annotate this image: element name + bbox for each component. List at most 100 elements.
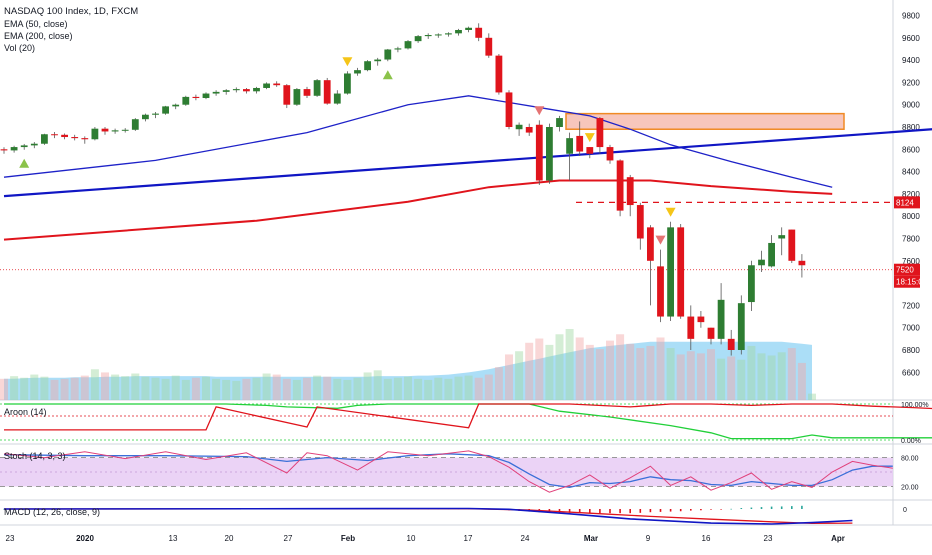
time-tick-label: 16 <box>702 534 711 543</box>
volume-bar <box>222 379 231 400</box>
volume-bar <box>40 376 49 400</box>
candle-body <box>172 104 180 107</box>
aroon-tick-label: 100.00% <box>901 402 929 409</box>
candle-body <box>798 260 806 266</box>
volume-bar <box>191 377 200 400</box>
volume-bar <box>343 379 352 400</box>
candle-body <box>364 61 371 71</box>
price-tick-label: 8000 <box>902 212 920 221</box>
time-tick-label: 23 <box>6 534 15 543</box>
candle-body <box>445 33 452 35</box>
countdown-tag: 18:15:06 <box>896 278 928 287</box>
price-tick-label: 7600 <box>902 257 920 266</box>
volume-bar <box>545 344 554 400</box>
candle-body <box>10 147 18 151</box>
candle-body <box>404 41 412 49</box>
volume-bar <box>797 362 806 400</box>
candle-body <box>131 119 139 130</box>
ema200-legend[interactable]: EMA (200, close) <box>4 31 73 41</box>
candle-body <box>192 96 200 99</box>
volume-bar <box>232 380 241 400</box>
candle-body <box>647 227 654 261</box>
macd-histogram-bar <box>558 509 561 513</box>
signal-triangle-down <box>655 235 666 245</box>
candle-body <box>657 266 664 317</box>
volume-bar <box>30 374 39 400</box>
candle-body <box>293 89 301 105</box>
stoch-label[interactable]: Stoch (14, 3, 3) <box>4 451 66 461</box>
volume-bar <box>50 379 59 400</box>
macd-histogram-bar <box>639 509 642 513</box>
candle-body <box>30 143 38 146</box>
price-tick-label: 9800 <box>902 12 920 21</box>
volume-bar <box>505 354 513 400</box>
macd-histogram-bar <box>720 509 722 510</box>
volume-bar <box>383 378 392 400</box>
volume-bar <box>404 376 412 400</box>
volume-bar <box>494 367 503 400</box>
macd-histogram-bar <box>659 509 662 512</box>
price-tick-label: 7800 <box>902 235 920 244</box>
aroon-tick-label: 0.00% <box>901 438 921 445</box>
time-tick-label: 23 <box>764 534 773 543</box>
candle-body <box>41 134 48 144</box>
volume-bar <box>292 379 301 400</box>
time-tick-label: Apr <box>831 534 845 543</box>
candle-body <box>515 124 523 130</box>
aroon-down-line <box>4 403 932 431</box>
candle-body <box>586 147 594 154</box>
ema50-legend[interactable]: EMA (50, close) <box>4 19 68 29</box>
candle-body <box>212 91 220 94</box>
macd-histogram-bar <box>760 507 763 509</box>
macd-histogram-bar <box>609 509 611 514</box>
candle-body <box>707 327 715 339</box>
volume-bar <box>575 337 584 400</box>
price-tick-label: 8200 <box>902 190 920 199</box>
volume-bar <box>656 337 665 400</box>
stoch-tick-label: 80.00 <box>901 456 919 463</box>
volume-bar <box>616 334 625 400</box>
candle-body <box>606 147 614 161</box>
macd-signal-line <box>3 508 853 525</box>
macd-line <box>3 507 853 525</box>
symbol-title[interactable]: NASDAQ 100 Index, 1D, FXCM <box>4 6 139 17</box>
volume-bar <box>585 344 594 400</box>
macd-histogram-bar <box>578 509 581 513</box>
candle-body <box>768 242 775 267</box>
level-price-tag-bg <box>894 196 920 209</box>
volume-bar <box>202 376 210 400</box>
candle-body <box>152 113 159 115</box>
candle-body <box>81 138 89 140</box>
macd-histogram-bar <box>3 508 5 510</box>
candle-body <box>475 27 483 38</box>
time-tick-label: 24 <box>521 534 530 543</box>
price-tick-label: 8800 <box>902 123 920 132</box>
volume-bar <box>646 345 655 400</box>
candle-body <box>727 338 735 350</box>
candle-body <box>344 73 351 94</box>
level-price-tag: 8124 <box>896 198 914 207</box>
resistance-zone <box>565 112 845 130</box>
candle-body <box>465 27 472 30</box>
candle-body <box>495 55 503 93</box>
volume-bar <box>727 356 736 400</box>
macd-label[interactable]: MACD (12, 26, close, 9) <box>4 507 101 517</box>
volume-bar <box>252 377 261 400</box>
candle-body <box>354 70 361 74</box>
volume-bar <box>363 372 372 400</box>
candle-body <box>758 259 765 266</box>
volume-bar <box>474 377 483 400</box>
candle-body <box>0 149 8 151</box>
volume-bar <box>737 359 746 400</box>
aroon-label[interactable]: Aroon (14) <box>4 407 47 417</box>
price-tick-label: 9000 <box>902 101 920 110</box>
volume-legend[interactable]: Vol (20) <box>4 43 36 53</box>
volume-bar <box>454 376 463 400</box>
volume-bar <box>282 378 291 400</box>
volume-bar <box>20 377 29 400</box>
volume-bar <box>777 352 786 400</box>
candle-body <box>788 229 796 261</box>
volume-bar <box>303 377 311 400</box>
